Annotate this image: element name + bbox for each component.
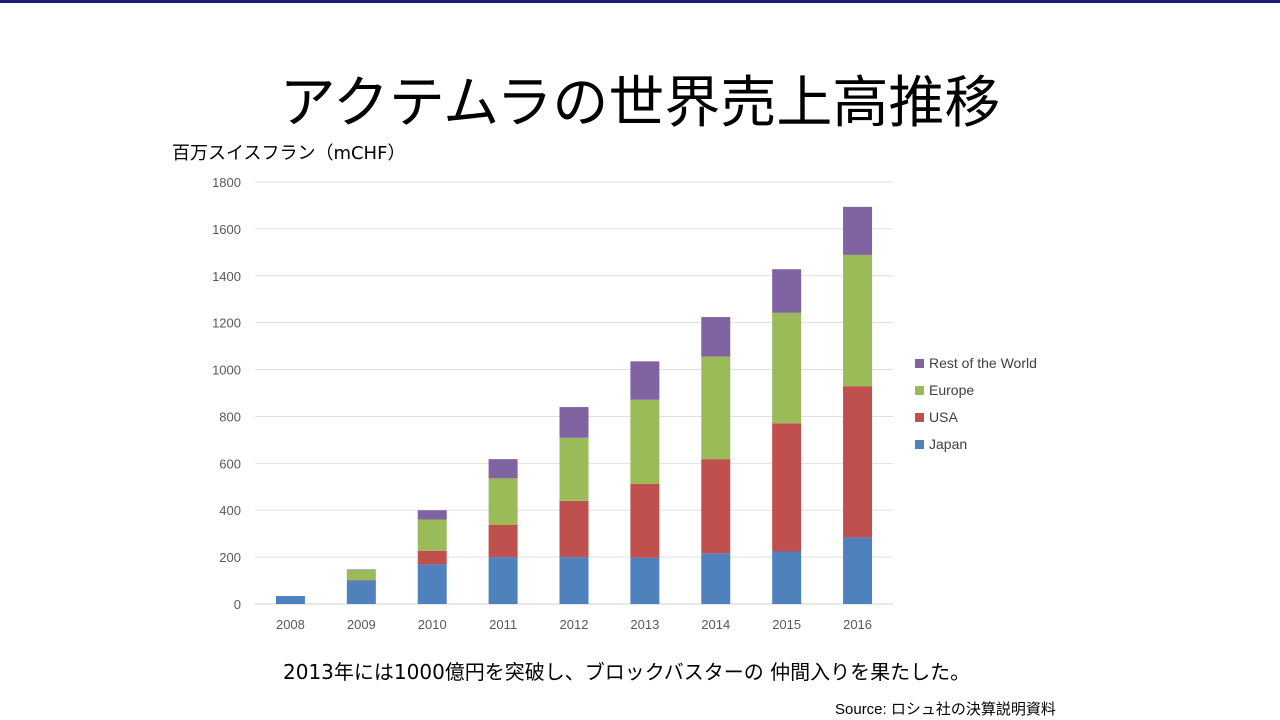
bar-segment-europe-2014: [701, 356, 731, 460]
legend-label: Europe: [929, 382, 974, 398]
x-tick-label: 2014: [701, 617, 730, 632]
slide-title: アクテムラの世界売上高推移: [279, 71, 1001, 136]
bar-segment-rest-of-the-world-2011: [488, 459, 518, 479]
legend-swatch: [915, 386, 924, 395]
bar-segment-usa-2011: [488, 524, 518, 558]
y-tick-label: 1400: [212, 269, 241, 284]
y-tick-label: 1800: [212, 175, 241, 190]
top-border: [0, 0, 1280, 3]
y-tick-label: 1000: [212, 363, 241, 378]
bar-segment-rest-of-the-world-2010: [417, 510, 447, 520]
x-tick-label: 2011: [489, 617, 517, 632]
y-tick-label: 1200: [212, 316, 241, 331]
bar-segment-japan-2016: [843, 537, 873, 604]
bar-segment-japan-2014: [701, 553, 731, 604]
bar-segment-rest-of-the-world-2012: [559, 407, 589, 438]
x-tick-label: 2009: [347, 617, 376, 632]
bar-segment-usa-2012: [559, 500, 589, 558]
y-tick-label: 0: [234, 597, 241, 612]
x-tick-label: 2008: [276, 617, 305, 632]
legend-label: Rest of the World: [929, 355, 1037, 371]
y-tick-label: 400: [219, 503, 241, 518]
x-tick-label: 2012: [560, 617, 589, 632]
bar-segment-usa-2010: [417, 550, 447, 565]
bar-segment-europe-2012: [559, 437, 589, 501]
bar-segment-europe-2009: [346, 569, 376, 581]
bar-segment-rest-of-the-world-2016: [843, 206, 873, 255]
source-note: Source: ロシュ社の決算説明資料: [835, 701, 1056, 718]
bar-segment-japan-2013: [630, 557, 660, 604]
x-tick-label: 2013: [630, 617, 659, 632]
x-tick-label: 2016: [843, 617, 872, 632]
bar-segment-europe-2015: [772, 312, 802, 424]
y-tick-label: 200: [219, 550, 241, 565]
y-tick-label: 800: [219, 409, 241, 424]
bar-segment-usa-2015: [772, 423, 802, 552]
legend-swatch: [915, 413, 924, 422]
x-tick-label: 2015: [772, 617, 801, 632]
bar-segment-rest-of-the-world-2014: [701, 317, 731, 357]
y-axis-label: 百万スイスフラン（mCHF）: [172, 143, 406, 164]
legend-label: USA: [929, 409, 958, 425]
y-tick-label: 1600: [212, 222, 241, 237]
legend-swatch: [915, 440, 924, 449]
bar-segment-rest-of-the-world-2013: [630, 361, 660, 400]
legend-label: Japan: [929, 436, 967, 452]
bar-segment-japan-2008: [275, 596, 305, 604]
bar-segment-rest-of-the-world-2015: [772, 269, 802, 313]
bar-segment-europe-2013: [630, 399, 660, 484]
bar-segment-japan-2010: [417, 564, 447, 604]
legend-swatch: [915, 359, 924, 368]
caption: 2013年には1000億円を突破し、ブロックバスターの 仲間入りを果たした。: [283, 660, 971, 684]
bar-segment-usa-2014: [701, 459, 731, 554]
bar-segment-usa-2013: [630, 483, 660, 558]
bar-segment-japan-2009: [346, 580, 376, 604]
bar-segment-europe-2016: [843, 254, 873, 387]
bar-segment-usa-2016: [843, 386, 873, 538]
x-tick-label: 2010: [418, 617, 447, 632]
y-tick-label: 600: [219, 456, 241, 471]
bar-segment-europe-2010: [417, 519, 447, 551]
bar-segment-japan-2015: [772, 551, 802, 604]
bar-segment-japan-2011: [488, 557, 518, 604]
bar-segment-europe-2011: [488, 478, 518, 525]
bar-segment-japan-2012: [559, 557, 589, 604]
